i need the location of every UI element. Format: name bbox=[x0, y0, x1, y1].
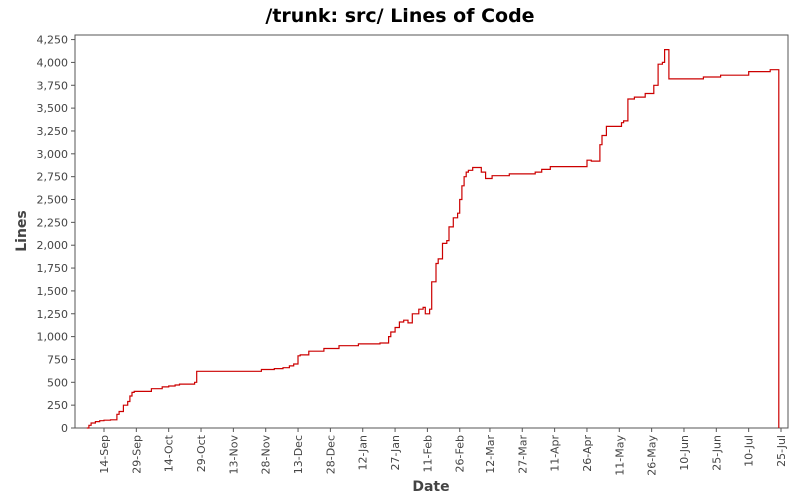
series-layer bbox=[86, 49, 780, 429]
x-tick-label: 27-Mar bbox=[516, 435, 529, 474]
y-tick-label: 2,500 bbox=[37, 194, 69, 207]
x-tick-label: 28-Dec bbox=[324, 435, 337, 474]
chart-title: /trunk: src/ Lines of Code bbox=[265, 5, 534, 27]
x-tick-label: 26-Apr bbox=[581, 435, 594, 472]
x-tick-label: 10-Jun bbox=[678, 435, 691, 471]
y-tick-label: 3,500 bbox=[37, 102, 69, 115]
x-tick-label: 14-Sep bbox=[98, 435, 111, 474]
y-tick-label: 250 bbox=[47, 399, 68, 412]
y-tick-label: 500 bbox=[47, 376, 68, 389]
y-tick-label: 2,000 bbox=[37, 239, 69, 252]
x-tick-label: 12-Jan bbox=[357, 435, 370, 471]
y-tick-label: 750 bbox=[47, 353, 68, 366]
y-tick-label: 2,750 bbox=[37, 171, 69, 184]
y-tick-label: 1,750 bbox=[37, 262, 69, 275]
y-tick-label: 4,250 bbox=[37, 34, 69, 47]
x-tick-label: 29-Oct bbox=[195, 434, 208, 472]
y-tick-label: 2,250 bbox=[37, 216, 69, 229]
x-tick-label: 26-May bbox=[646, 435, 659, 476]
y-tick-label: 4,000 bbox=[37, 56, 69, 69]
x-tick-label: 29-Sep bbox=[130, 435, 143, 474]
y-axis: 0 250 500 750 1,000 1,250 1,500 1,750 2,000 2,250… bbox=[37, 34, 75, 435]
y-tick-label: 3,750 bbox=[37, 79, 69, 92]
x-tick-label: 26-Feb bbox=[454, 435, 467, 472]
plot-area bbox=[74, 34, 789, 429]
y-tick-label: 1,500 bbox=[37, 285, 69, 298]
x-tick-label: 12-Mar bbox=[484, 435, 497, 474]
y-tick-label: 1,250 bbox=[37, 308, 69, 321]
x-tick-label: 11-Apr bbox=[549, 435, 562, 472]
y-tick-label: 3,000 bbox=[37, 148, 69, 161]
x-tick-label: 11-May bbox=[613, 435, 626, 476]
x-axis-title: Date bbox=[412, 479, 449, 495]
y-tick-label: 0 bbox=[61, 422, 68, 435]
x-tick-label: 28-Nov bbox=[260, 435, 273, 475]
y-axis-title: Lines bbox=[14, 210, 30, 252]
x-tick-label: 25-Jul bbox=[775, 435, 788, 467]
x-tick-label: 13-Dec bbox=[292, 435, 305, 474]
y-tick-label: 1,000 bbox=[37, 331, 69, 344]
x-tick-label: 10-Jul bbox=[743, 435, 756, 467]
x-tick-label: 14-Oct bbox=[163, 434, 176, 472]
loc-series-line bbox=[86, 49, 780, 429]
x-tick-label: 11-Feb bbox=[421, 435, 434, 472]
y-tick-label: 3,250 bbox=[37, 125, 69, 138]
x-tick-label: 27-Jan bbox=[389, 435, 402, 471]
x-axis: 14-Sep 29-Sep 14-Oct 29-Oct 13-Nov 28-Nov 13-D… bbox=[98, 428, 788, 476]
x-tick-label: 25-Jun bbox=[710, 435, 723, 471]
x-tick-label: 13-Nov bbox=[227, 435, 240, 475]
